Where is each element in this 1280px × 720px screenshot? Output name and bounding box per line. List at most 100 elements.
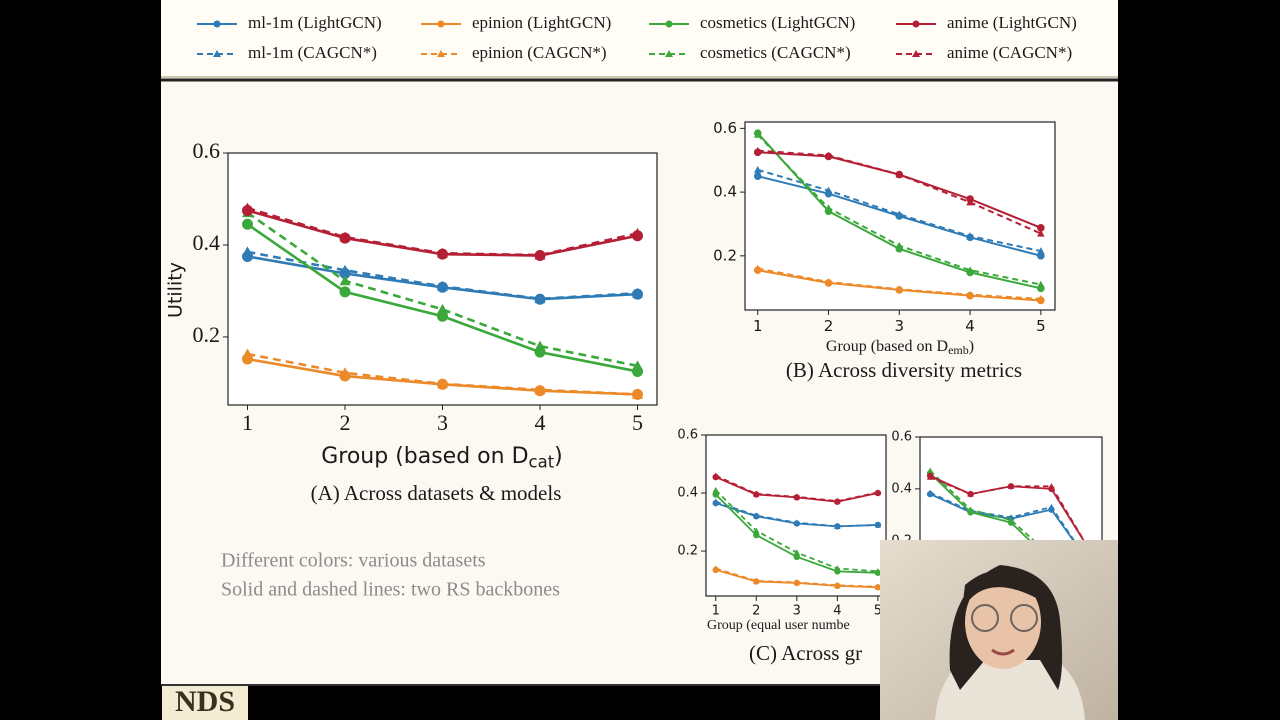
point xyxy=(834,523,841,529)
y-tick-label: 0.6 xyxy=(677,428,698,443)
point xyxy=(824,278,833,285)
chart: 0.2 0.4 0.6 1 2 3 4 5 Group (equal user numbe (C)… xyxy=(677,428,887,665)
point xyxy=(824,186,833,194)
point xyxy=(926,489,934,496)
legend-label: epinion (CAGCN*) xyxy=(472,43,607,62)
x-axis-label: Group (based on Dcat) xyxy=(321,444,563,471)
x-tick-label: 2 xyxy=(824,317,834,335)
point xyxy=(632,227,643,238)
point xyxy=(1037,229,1045,237)
person-face xyxy=(965,575,1041,669)
point xyxy=(632,287,643,298)
point xyxy=(967,506,974,513)
point xyxy=(753,165,762,173)
x-axis-label-end: ) xyxy=(969,338,974,355)
legend-label: cosmetics (LightGCN) xyxy=(700,13,855,32)
glasses xyxy=(971,604,999,632)
x-axis-label-end: ) xyxy=(554,444,563,469)
note: Different colors: various datasets xyxy=(221,550,486,572)
point xyxy=(824,204,833,212)
point xyxy=(895,285,904,293)
point xyxy=(437,247,448,258)
legend-marker xyxy=(912,50,920,57)
point xyxy=(632,388,643,399)
legend-band xyxy=(161,0,1118,76)
legend-marker xyxy=(213,20,221,28)
point xyxy=(339,264,351,275)
point xyxy=(1037,223,1045,232)
point xyxy=(926,474,934,480)
point xyxy=(1037,247,1045,255)
point xyxy=(534,249,546,260)
point xyxy=(874,521,882,528)
y-tick-label: 0.4 xyxy=(891,481,912,496)
y-tick-label: 0.2 xyxy=(193,322,221,347)
point xyxy=(874,568,882,574)
x-axis-label: Group (based on Demb) xyxy=(826,338,974,357)
x-axis-label-sub: emb xyxy=(948,343,969,357)
point xyxy=(824,151,833,159)
point xyxy=(874,583,882,590)
x-tick-label: 5 xyxy=(874,604,882,619)
glasses xyxy=(1010,604,1038,632)
y-tick-label: 0.6 xyxy=(891,430,912,445)
legend: ml-1m (LightGCN) ml-1m (CAGCN*) epinion (L… xyxy=(197,13,1077,62)
point xyxy=(793,493,801,500)
legend-label: epinion (LightGCN) xyxy=(472,13,611,32)
logo: NDS xyxy=(175,685,235,718)
legend-marker xyxy=(665,20,673,28)
point xyxy=(895,210,904,218)
point xyxy=(1048,483,1055,489)
y-tick-label: 0.6 xyxy=(713,119,737,137)
point xyxy=(712,498,719,505)
point xyxy=(874,489,882,495)
point xyxy=(437,378,448,389)
point xyxy=(834,582,841,588)
x-tick-label: 2 xyxy=(752,604,760,619)
legend-marker xyxy=(213,50,221,57)
point xyxy=(712,472,719,479)
point xyxy=(895,241,904,249)
point xyxy=(339,231,351,242)
point xyxy=(1007,483,1015,489)
legend-label: ml-1m (LightGCN) xyxy=(248,13,382,32)
chart: 0.2 0.4 0.6 1 2 3 4 5 Utility Group (based on Dca… xyxy=(165,138,658,505)
point xyxy=(895,170,904,178)
point xyxy=(1037,295,1045,302)
point xyxy=(339,286,351,298)
logo-box xyxy=(162,686,248,720)
point xyxy=(753,531,760,539)
y-tick-label: 0.2 xyxy=(677,544,698,559)
point xyxy=(793,519,801,526)
legend-label: ml-1m (CAGCN*) xyxy=(248,43,377,62)
point xyxy=(966,198,974,206)
point xyxy=(966,266,974,274)
point xyxy=(793,579,801,585)
series-line xyxy=(246,211,638,368)
point xyxy=(712,565,719,572)
legend-marker xyxy=(912,20,920,28)
point xyxy=(793,553,801,561)
webcam xyxy=(880,540,1118,720)
x-axis-label-text: Group (based on D xyxy=(321,444,528,469)
point xyxy=(967,490,974,497)
point xyxy=(966,232,974,240)
x-tick-label: 1 xyxy=(712,604,720,619)
point xyxy=(339,367,351,378)
point xyxy=(753,130,762,138)
y-tick-label: 0.2 xyxy=(713,246,737,264)
y-tick-label: 0.4 xyxy=(713,183,737,201)
point xyxy=(753,172,762,180)
x-axis-label-sub: cat xyxy=(529,452,555,471)
point xyxy=(242,218,253,230)
point xyxy=(793,549,801,556)
chart-caption: (C) Across gr xyxy=(749,641,862,665)
x-tick-label: 3 xyxy=(895,317,905,335)
point xyxy=(753,146,762,154)
note: Solid and dashed lines: two RS backbones xyxy=(221,579,560,601)
point xyxy=(966,290,974,298)
y-tick-label: 0.4 xyxy=(193,230,221,255)
point xyxy=(632,360,643,371)
x-tick-label: 2 xyxy=(340,410,351,435)
